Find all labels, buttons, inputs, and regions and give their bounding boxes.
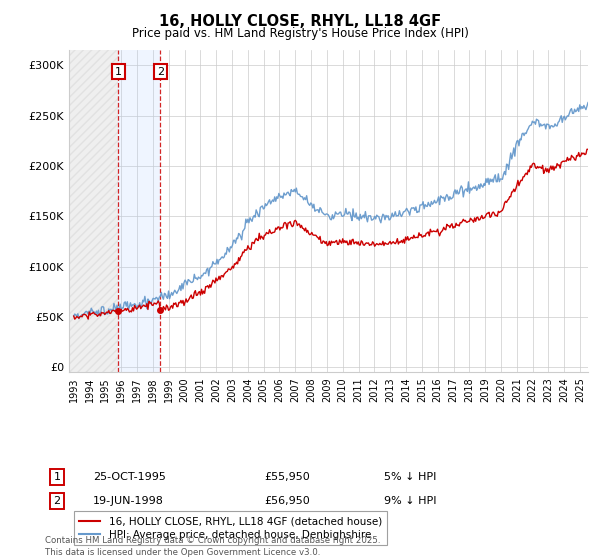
Text: 9% ↓ HPI: 9% ↓ HPI	[384, 496, 437, 506]
Text: 16, HOLLY CLOSE, RHYL, LL18 4GF: 16, HOLLY CLOSE, RHYL, LL18 4GF	[159, 14, 441, 29]
Text: 25-OCT-1995: 25-OCT-1995	[93, 472, 166, 482]
Text: £55,950: £55,950	[264, 472, 310, 482]
Bar	[69, 50, 118, 372]
Text: 2: 2	[157, 67, 164, 77]
Bar	[118, 50, 160, 372]
Bar	[69, 50, 118, 372]
Text: Contains HM Land Registry data © Crown copyright and database right 2025.
This d: Contains HM Land Registry data © Crown c…	[45, 536, 380, 557]
Text: Price paid vs. HM Land Registry's House Price Index (HPI): Price paid vs. HM Land Registry's House …	[131, 27, 469, 40]
Text: 19-JUN-1998: 19-JUN-1998	[93, 496, 164, 506]
Text: £56,950: £56,950	[264, 496, 310, 506]
Text: 1: 1	[115, 67, 122, 77]
Text: 2: 2	[53, 496, 61, 506]
Text: 5% ↓ HPI: 5% ↓ HPI	[384, 472, 436, 482]
Legend: 16, HOLLY CLOSE, RHYL, LL18 4GF (detached house), HPI: Average price, detached h: 16, HOLLY CLOSE, RHYL, LL18 4GF (detache…	[74, 511, 387, 545]
Text: 1: 1	[53, 472, 61, 482]
